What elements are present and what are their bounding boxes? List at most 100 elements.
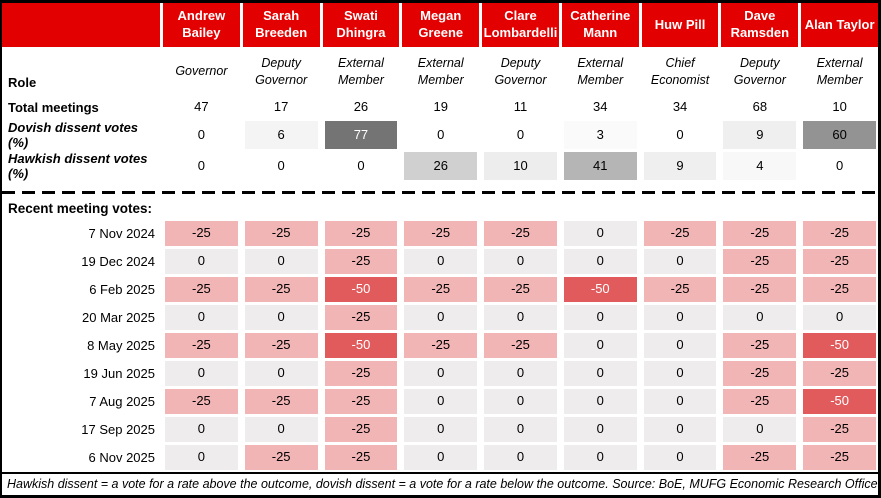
summary-row-label: Hawkish dissent votes (%) xyxy=(8,150,148,181)
dissent-value-cell: 0 xyxy=(835,157,844,173)
meeting-row: 7 Aug 2025 -25 -25 -25 0 0 0 0 -25 -50 xyxy=(2,388,878,416)
member-name-header: Swati Dhingra xyxy=(322,3,400,47)
meetings-value-cell: 47 xyxy=(194,99,209,115)
summary-row-label: Total meetings xyxy=(8,99,99,115)
vote-cell: 0 xyxy=(165,445,238,470)
vote-cell: -25 xyxy=(404,221,478,246)
vote-cell: -25 xyxy=(723,277,797,302)
vote-cell: 0 xyxy=(643,361,717,386)
vote-cell: 0 xyxy=(723,305,797,330)
vote-cell: -25 xyxy=(803,277,876,302)
vote-cell: -25 xyxy=(643,221,717,246)
member-role: External Member xyxy=(577,56,624,87)
vote-cell: -25 xyxy=(244,277,318,302)
vote-cell: -25 xyxy=(244,389,318,414)
vote-cell: 0 xyxy=(643,417,717,442)
vote-cell: -50 xyxy=(803,333,876,358)
vote-cell: 0 xyxy=(404,445,478,470)
member-role: Governor xyxy=(175,64,228,79)
meeting-row: 8 May 2025 -25 -25 -50 -25 -25 0 0 -25 -50 xyxy=(2,332,878,360)
meetings-value-cell: 11 xyxy=(513,99,528,115)
vote-cell: -25 xyxy=(324,361,398,386)
vote-cell: 0 xyxy=(244,361,318,386)
vote-cell: 0 xyxy=(723,417,797,442)
vote-cell: -25 xyxy=(723,249,797,274)
vote-cell: -25 xyxy=(484,221,557,246)
vote-cell: 0 xyxy=(484,361,557,386)
member-name-header: Andrew Bailey xyxy=(163,3,240,47)
corner-header-cell xyxy=(2,3,160,47)
vote-cell: 0 xyxy=(484,249,557,274)
dissent-value-cell: 0 xyxy=(516,126,525,142)
role-row-label: Role xyxy=(8,75,37,91)
meeting-date-label: 6 Nov 2025 xyxy=(88,449,156,465)
vote-cell: -25 xyxy=(244,221,318,246)
meetings-value-cell: 34 xyxy=(593,99,608,115)
vote-cell: -25 xyxy=(165,389,238,414)
vote-cell: 0 xyxy=(563,361,637,386)
vote-cell: -25 xyxy=(723,445,797,470)
footnote: Hawkish dissent = a vote for a rate abov… xyxy=(2,472,878,495)
vote-cell: 0 xyxy=(643,445,717,470)
dissent-value-cell: 0 xyxy=(277,157,285,173)
vote-cell: -50 xyxy=(803,389,876,414)
meeting-date-label: 6 Feb 2025 xyxy=(89,281,155,297)
meetings-value-cell: 26 xyxy=(353,99,369,115)
dissent-value-cell: 26 xyxy=(404,152,478,181)
vote-cell: 0 xyxy=(484,445,557,470)
meeting-row: 19 Jun 2025 0 0 -25 0 0 0 0 -25 -25 xyxy=(2,360,878,388)
dissent-value-cell: 9 xyxy=(723,121,797,150)
vote-cell: 0 xyxy=(404,249,478,274)
vote-cell: 0 xyxy=(484,389,557,414)
member-role: Deputy Governor xyxy=(733,56,786,87)
meeting-date-label: 7 Nov 2024 xyxy=(88,225,156,241)
vote-cell: 0 xyxy=(244,417,318,442)
vote-cell: 0 xyxy=(165,249,238,274)
meeting-date-label: 19 Dec 2024 xyxy=(81,253,155,269)
dissent-value-cell: 9 xyxy=(643,152,717,181)
vote-cell: -25 xyxy=(803,221,876,246)
vote-cell: -50 xyxy=(324,277,398,302)
dissent-value-cell: 0 xyxy=(197,157,205,173)
dissent-value-cell: 0 xyxy=(676,126,684,142)
vote-cell: -25 xyxy=(484,277,557,302)
vote-cell: -25 xyxy=(404,277,478,302)
dissent-value-cell: 0 xyxy=(357,157,365,173)
vote-cell: 0 xyxy=(643,333,717,358)
meetings-value-cell: 68 xyxy=(752,99,768,115)
vote-cell: 0 xyxy=(244,249,318,274)
vote-cell: 0 xyxy=(563,221,637,246)
vote-cell: 0 xyxy=(404,361,478,386)
member-name-header: Dave Ramsden xyxy=(721,3,799,47)
vote-cell: -25 xyxy=(324,417,398,442)
vote-cell: -25 xyxy=(244,333,318,358)
dissent-value-cell: 41 xyxy=(563,152,637,181)
vote-cell: -25 xyxy=(165,333,238,358)
summary-row-label: Dovish dissent votes (%) xyxy=(8,119,139,150)
vote-cell: -25 xyxy=(723,333,797,358)
dissent-value-cell: 77 xyxy=(324,121,398,150)
meeting-date-label: 7 Aug 2025 xyxy=(89,393,155,409)
dissent-value-cell: 4 xyxy=(723,152,797,181)
vote-cell: 0 xyxy=(404,389,478,414)
vote-cell: -25 xyxy=(165,277,238,302)
vote-cell: 0 xyxy=(484,417,557,442)
vote-cell: -50 xyxy=(563,277,637,302)
vote-rows: 7 Nov 2024 -25 -25 -25 -25 -25 0 -25 -25 -25 19 De… xyxy=(2,220,878,472)
header-row: Andrew Bailey Sarah Breeden Swati Dhingra M… xyxy=(2,3,878,47)
dissent-value-cell: 6 xyxy=(244,121,318,150)
vote-cell: -25 xyxy=(803,361,876,386)
dissent-value-cell: 0 xyxy=(197,126,205,142)
meetings-value-cell: 10 xyxy=(832,99,847,115)
vote-cell: 0 xyxy=(643,389,717,414)
vote-cell: 0 xyxy=(563,417,637,442)
vote-cell: -25 xyxy=(404,333,478,358)
vote-cell: -25 xyxy=(723,389,797,414)
member-role: Deputy Governor xyxy=(494,56,547,87)
role-row: Role Governor Deputy Governor External Mem… xyxy=(2,47,878,96)
member-name-header: Alan Taylor xyxy=(801,3,878,47)
vote-cell: 0 xyxy=(165,417,238,442)
dissent-value-cell: 0 xyxy=(437,126,445,142)
meeting-row: 17 Sep 2025 0 0 -25 0 0 0 0 0 -25 xyxy=(2,416,878,444)
